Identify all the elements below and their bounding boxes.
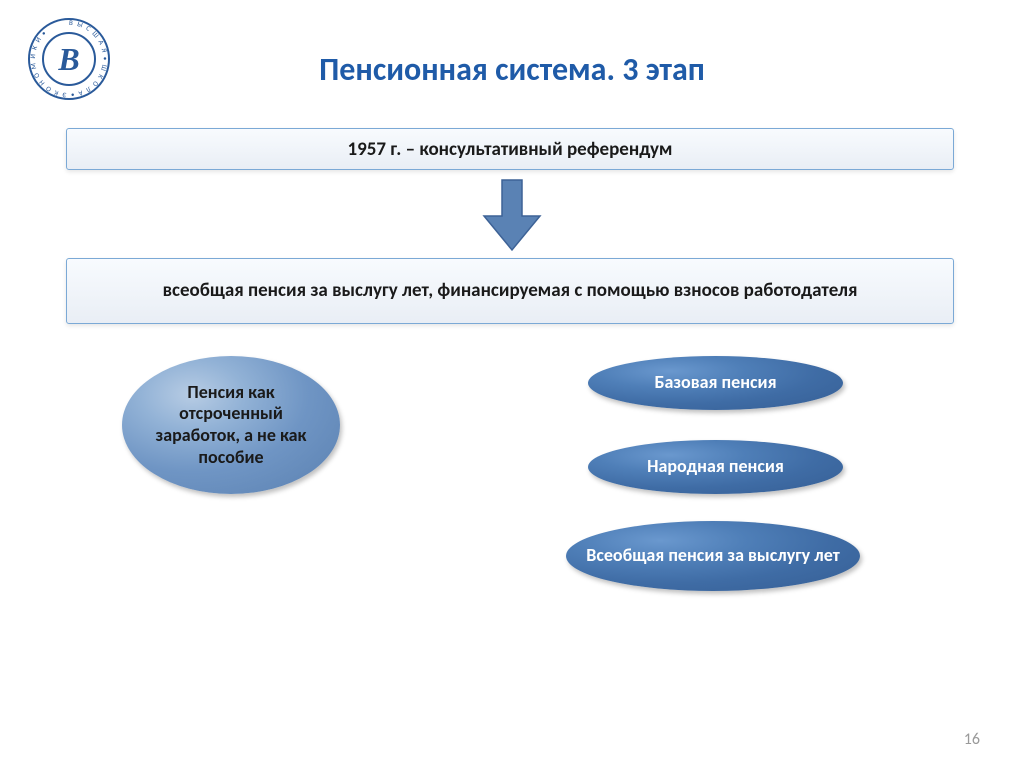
ellipse-national-pension-text: Народная пенсия <box>647 456 784 478</box>
ellipse-universal-service-pension-text: Всеобщая пенсия за выслугу лет <box>586 545 840 567</box>
box-pension-general-text: всеобщая пенсия за выслугу лет, финансир… <box>163 279 858 303</box>
ellipse-deferred-earnings-text: Пенсия как отсроченный заработок, а не к… <box>140 382 322 468</box>
box-referendum-text: 1957 г. – консультативный референдум <box>348 138 673 161</box>
box-pension-general: всеобщая пенсия за выслугу лет, финансир… <box>66 258 954 324</box>
ellipse-national-pension: Народная пенсия <box>588 440 843 494</box>
ellipse-basic-pension: Базовая пенсия <box>588 356 843 410</box>
page-number: 16 <box>964 730 980 749</box>
ellipse-universal-service-pension: Всеобщая пенсия за выслугу лет <box>566 521 860 591</box>
ellipse-basic-pension-text: Базовая пенсия <box>654 372 776 394</box>
arrow-down-icon <box>482 178 542 252</box>
slide-title: Пенсионная система. 3 этап <box>0 50 1024 89</box>
ellipse-deferred-earnings: Пенсия как отсроченный заработок, а не к… <box>122 356 340 494</box>
box-referendum: 1957 г. – консультативный референдум <box>66 128 954 170</box>
